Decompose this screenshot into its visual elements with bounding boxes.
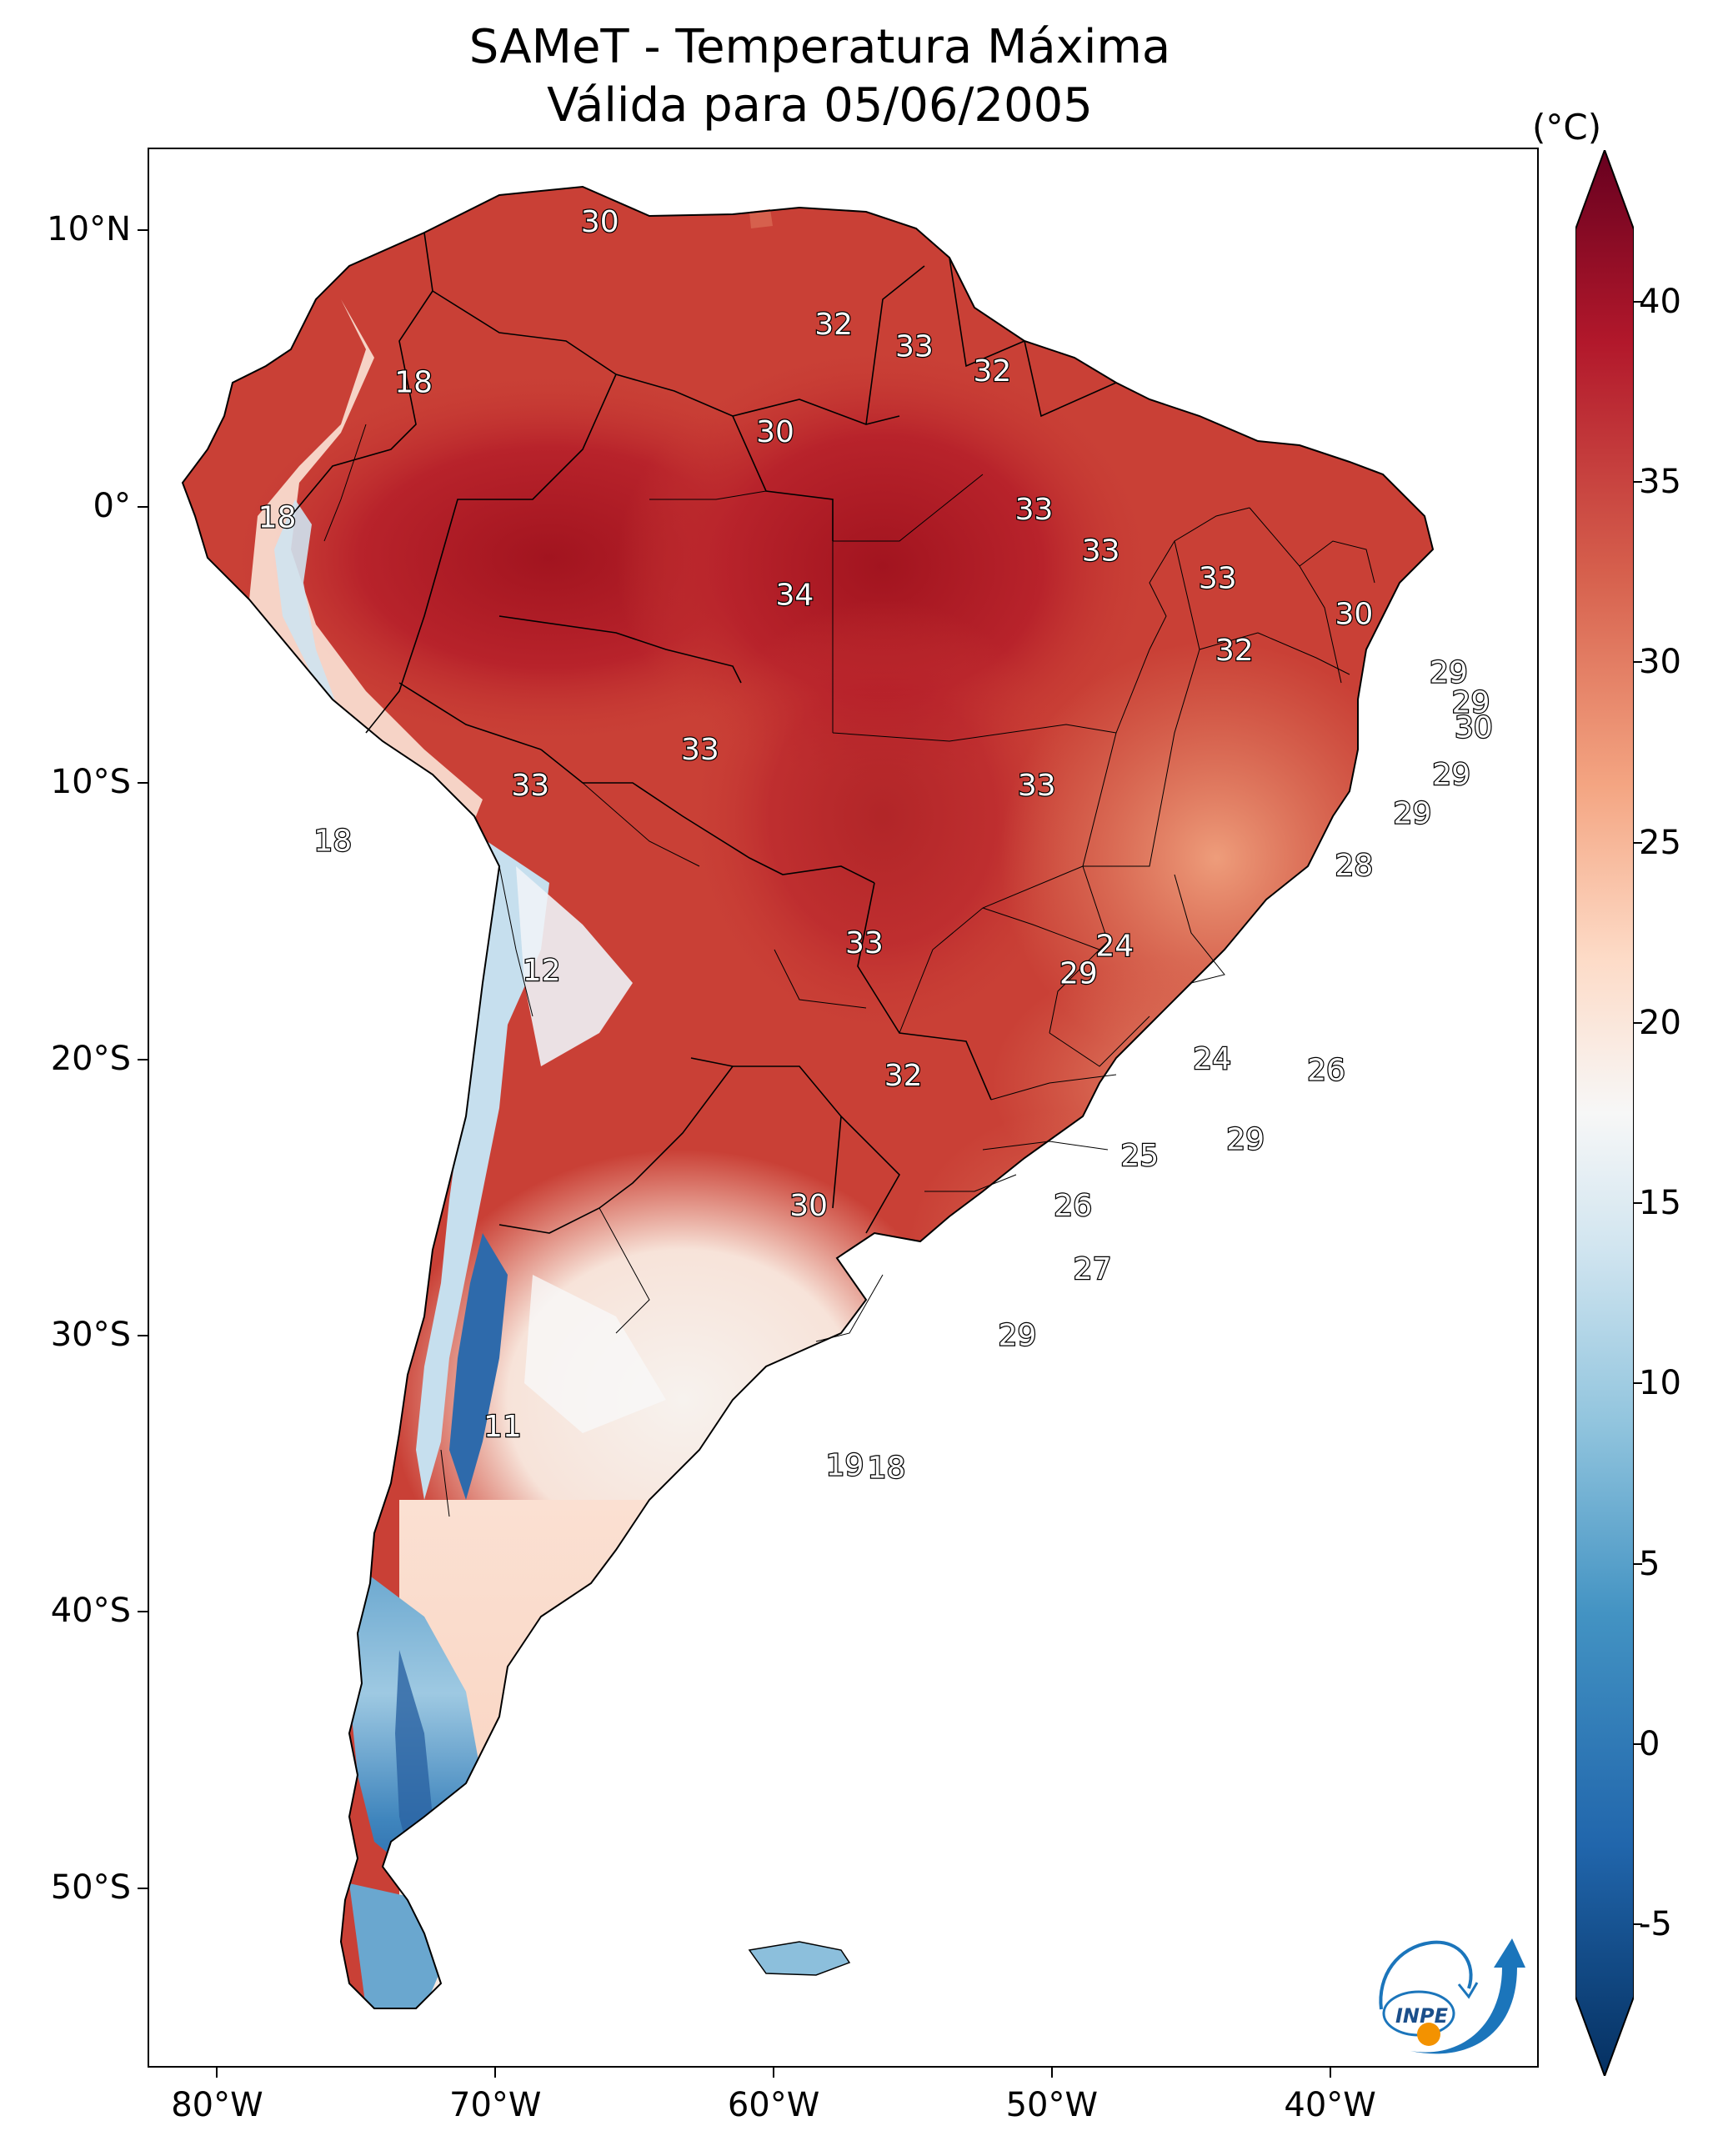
lat-tick xyxy=(138,782,148,785)
contour-label: 29 xyxy=(1452,686,1490,720)
contour-label: 30 xyxy=(1455,711,1493,745)
contour-label: 33 xyxy=(681,733,719,767)
map-area[interactable]: 30 32 33 32 18 30 33 18 33 33 34 30 32 29 29 30 33 29 33 33… xyxy=(148,148,1539,2068)
lon-tick xyxy=(494,2068,497,2078)
contour-label: 33 xyxy=(1015,493,1054,527)
contour-label: 33 xyxy=(1018,769,1056,803)
colorbar-tick-mark xyxy=(1634,1562,1642,1565)
colorbar-tick-mark xyxy=(1634,1021,1642,1024)
map-title: SAMeT - Temperatura Máxima xyxy=(468,20,1171,74)
lat-tick-label: 0° xyxy=(93,486,131,525)
colorbar-tick-label: 5 xyxy=(1639,1544,1660,1583)
falklands xyxy=(748,1941,851,1976)
lon-tick-label: 60°W xyxy=(727,2086,820,2124)
contour-label: 29 xyxy=(1430,655,1468,689)
contour-label: 24 xyxy=(1095,929,1134,963)
colorbar-tick-label: 10 xyxy=(1639,1364,1681,1403)
lon-tick xyxy=(216,2068,218,2078)
contour-label: 30 xyxy=(581,205,619,239)
temperature-map: 3032333218303318333334303229293033293333… xyxy=(181,185,1494,2009)
contour-label: 32 xyxy=(814,308,853,342)
contour-label: 12 xyxy=(523,954,561,988)
colorbar-tick-mark xyxy=(1634,1382,1642,1385)
lon-tick-label: 70°W xyxy=(449,2086,542,2124)
colorbar xyxy=(1575,150,1634,2076)
contour-label: 30 xyxy=(789,1189,828,1223)
inpe-logo-icon: INPE xyxy=(1379,1938,1525,2054)
lat-tick xyxy=(138,505,148,508)
contour-label: 11 xyxy=(483,1410,522,1444)
colorbar-tick-label: 15 xyxy=(1639,1184,1681,1223)
lat-tick-label: 40°S xyxy=(50,1592,131,1631)
lat-tick-label: 10°N xyxy=(47,210,131,249)
colorbar-tick-label: -5 xyxy=(1639,1905,1672,1944)
contour-label: 32 xyxy=(1215,634,1254,668)
lat-tick-label: 50°S xyxy=(50,1868,131,1907)
colorbar-tick-label: 25 xyxy=(1639,823,1681,862)
contour-label: 19 xyxy=(826,1448,864,1482)
contour-label: 32 xyxy=(884,1059,923,1093)
contour-label: 27 xyxy=(1074,1252,1112,1286)
lon-tick-label: 40°W xyxy=(1284,2086,1376,2124)
state-borders xyxy=(323,424,1375,1517)
colorbar-tick-mark xyxy=(1634,480,1642,483)
contour-label: 30 xyxy=(1335,598,1373,632)
contour-label: 34 xyxy=(776,579,814,613)
lat-tick xyxy=(138,1334,148,1336)
contour-label: 30 xyxy=(756,415,794,449)
colorbar-tick-label: 40 xyxy=(1639,282,1681,321)
lat-tick xyxy=(138,1611,148,1613)
logo-text: INPE xyxy=(1395,2004,1449,2028)
contour-label: 18 xyxy=(258,501,297,535)
colorbar-tick-label: 0 xyxy=(1639,1725,1660,1764)
lat-tick xyxy=(138,1058,148,1060)
contour-label: 25 xyxy=(1120,1139,1159,1173)
lat-tick xyxy=(138,229,148,232)
colorbar-tick-label: 20 xyxy=(1639,1003,1681,1042)
colorbar-tick-mark xyxy=(1634,1743,1642,1746)
colorbar-tick-mark xyxy=(1634,841,1642,844)
contour-labels: 3032333218303318333334303229293033293333… xyxy=(257,204,1494,1487)
contour-label: 33 xyxy=(895,329,934,364)
contour-label: 33 xyxy=(845,926,884,960)
lon-tick xyxy=(773,2068,775,2078)
contour-label: 32 xyxy=(974,354,1012,389)
colorbar-unit: (°C) xyxy=(1532,107,1602,148)
contour-label: 33 xyxy=(1082,534,1120,568)
lon-tick xyxy=(1329,2068,1331,2078)
map-subtitle: Válida para 05/06/2005 xyxy=(547,78,1093,133)
colorbar-tick-label: 35 xyxy=(1639,462,1681,501)
colorbar-tick-mark xyxy=(1634,1202,1642,1205)
lat-tick-label: 20°S xyxy=(50,1039,131,1078)
lat-tick xyxy=(138,1887,148,1889)
contour-label: 18 xyxy=(394,365,433,399)
contour-label: 24 xyxy=(1193,1042,1231,1076)
contour-label: 33 xyxy=(1199,562,1237,596)
contour-label: 18 xyxy=(313,824,352,858)
contour-label: 29 xyxy=(1226,1122,1265,1156)
land xyxy=(183,187,1433,2008)
colorbar-tick-mark xyxy=(1634,300,1642,303)
contour-label: 29 xyxy=(999,1319,1037,1353)
contour-label: 26 xyxy=(1307,1053,1345,1087)
contour-label: 33 xyxy=(511,769,549,803)
colorbar-tick-label: 30 xyxy=(1639,643,1681,682)
lat-tick-label: 10°S xyxy=(50,763,131,802)
colorbar-tick-mark xyxy=(1634,661,1642,664)
contour-label: 28 xyxy=(1335,849,1373,883)
trinidad xyxy=(749,209,773,228)
lon-tick xyxy=(1050,2068,1053,2078)
lat-tick-label: 30°S xyxy=(50,1315,131,1354)
contour-label: 29 xyxy=(1394,796,1432,830)
lon-tick-label: 80°W xyxy=(171,2086,263,2124)
contour-label: 26 xyxy=(1054,1189,1092,1223)
lon-tick-label: 50°W xyxy=(1005,2086,1099,2124)
contour-label: 29 xyxy=(1432,758,1470,792)
contour-label: 18 xyxy=(868,1452,906,1486)
contour-label: 29 xyxy=(1059,956,1098,990)
colorbar-tick-mark xyxy=(1634,1923,1642,1926)
